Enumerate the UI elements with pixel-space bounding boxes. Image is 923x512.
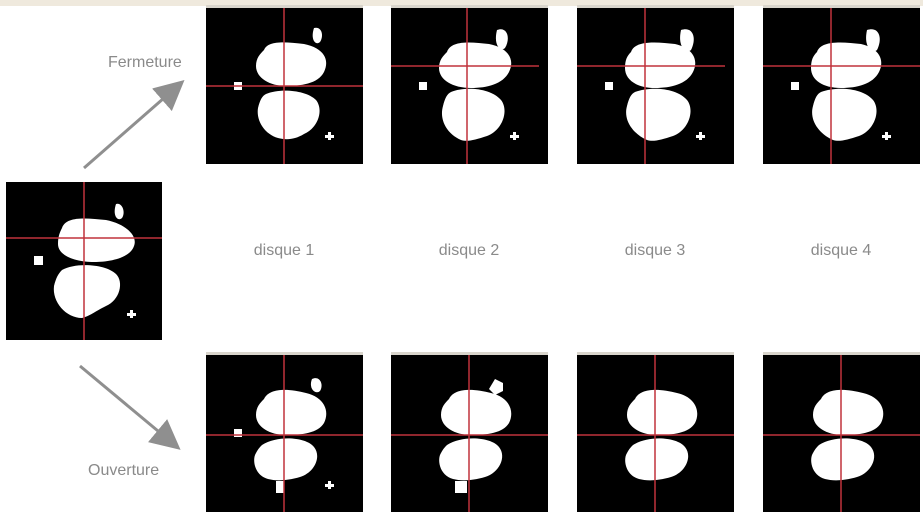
arrow-to-opening: [79, 364, 181, 450]
opening-disque-4: [763, 352, 920, 512]
caption-disque-3: disque 3: [624, 242, 686, 259]
closing-disque-2: [391, 5, 548, 164]
source-image: [6, 182, 162, 340]
caption-disque-4: disque 4: [810, 242, 872, 259]
opening-disque-3: [577, 352, 734, 512]
closing-disque-1: [206, 5, 363, 164]
closing-label: Fermeture: [108, 54, 182, 71]
caption-disque-2: disque 2: [438, 242, 500, 259]
opening-label: Ouverture: [88, 462, 160, 479]
opening-disque-2: [391, 352, 548, 512]
closing-disque-3: [577, 5, 734, 164]
caption-disque-1: disque 1: [253, 242, 315, 259]
top-band: [0, 0, 923, 6]
arrow-to-closing: [83, 80, 185, 170]
closing-disque-4: [763, 5, 920, 164]
opening-disque-1: [206, 352, 363, 512]
